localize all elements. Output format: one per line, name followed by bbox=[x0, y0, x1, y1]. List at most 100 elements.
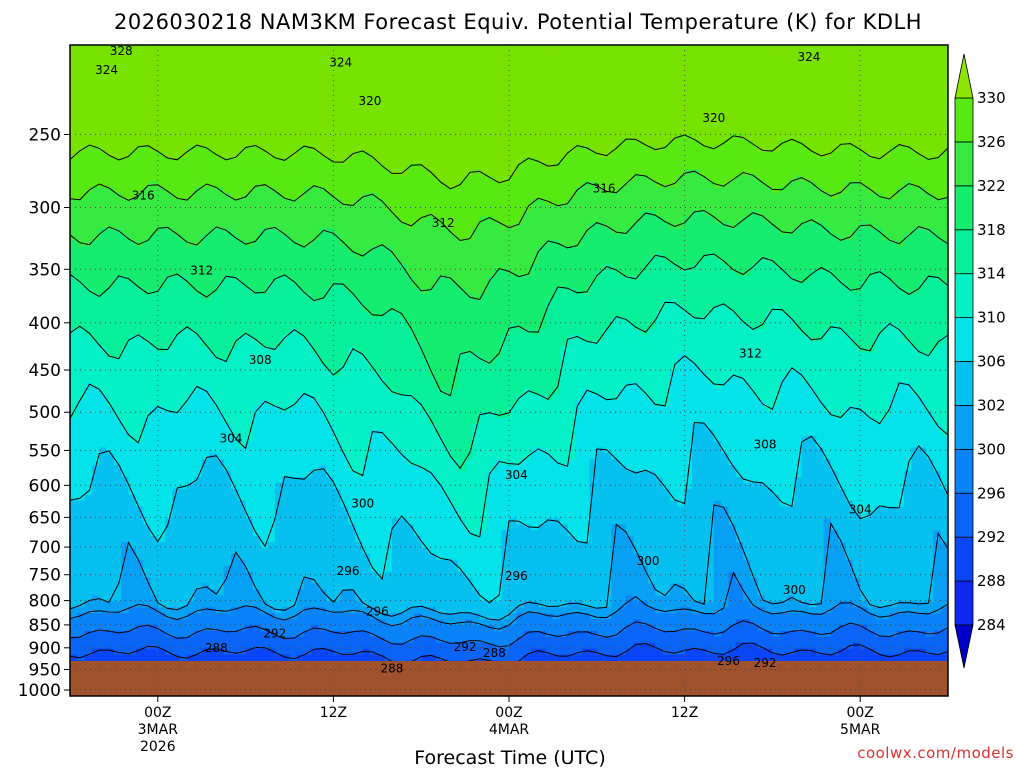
field-cell bbox=[106, 394, 115, 401]
field-cell bbox=[194, 228, 203, 235]
field-cell bbox=[128, 258, 137, 265]
field-cell bbox=[201, 110, 210, 117]
field-cell bbox=[362, 583, 371, 591]
field-cell bbox=[252, 471, 261, 478]
field-cell bbox=[362, 394, 371, 401]
field-cell bbox=[318, 512, 327, 520]
field-cell bbox=[165, 619, 174, 626]
field-cell bbox=[135, 636, 144, 644]
field-cell bbox=[384, 181, 393, 188]
field-cell bbox=[369, 553, 378, 561]
field-cell bbox=[238, 228, 247, 235]
field-cell bbox=[282, 423, 291, 431]
field-cell bbox=[91, 56, 100, 64]
field-cell bbox=[245, 352, 254, 360]
field-cell bbox=[260, 524, 269, 531]
field-cell bbox=[128, 654, 137, 662]
field-cell bbox=[377, 139, 386, 147]
field-cell bbox=[223, 441, 232, 449]
field-cell bbox=[391, 459, 400, 466]
field-cell bbox=[70, 518, 78, 525]
field-cell bbox=[238, 636, 247, 644]
field-cell bbox=[362, 482, 371, 490]
field-cell bbox=[201, 607, 210, 614]
field-cell bbox=[245, 287, 254, 295]
field-cell bbox=[113, 506, 122, 514]
field-cell bbox=[121, 583, 130, 591]
field-cell bbox=[106, 145, 115, 153]
field-cell bbox=[106, 269, 115, 277]
field-cell bbox=[333, 216, 342, 224]
field-cell bbox=[245, 577, 254, 585]
field-cell bbox=[274, 506, 283, 514]
field-cell bbox=[377, 151, 386, 159]
field-cell bbox=[274, 169, 283, 176]
field-cell bbox=[128, 293, 137, 301]
field-cell bbox=[106, 358, 115, 366]
field-cell bbox=[157, 530, 166, 537]
field-cell bbox=[296, 636, 305, 644]
field-cell bbox=[179, 157, 188, 164]
field-cell bbox=[289, 133, 298, 141]
field-cell bbox=[267, 269, 276, 277]
field-cell bbox=[121, 163, 130, 170]
field-cell bbox=[194, 435, 203, 443]
field-cell bbox=[216, 305, 225, 312]
field-cell bbox=[391, 630, 400, 638]
field-cell bbox=[150, 589, 159, 596]
field-cell bbox=[238, 512, 247, 520]
field-cell bbox=[201, 187, 210, 194]
field-cell bbox=[245, 104, 254, 111]
field-cell bbox=[157, 263, 166, 271]
field-cell bbox=[121, 133, 130, 141]
field-cell bbox=[179, 642, 188, 650]
field-cell bbox=[128, 98, 137, 105]
field-cell bbox=[179, 435, 188, 443]
field-cell bbox=[223, 329, 232, 336]
field-cell bbox=[282, 459, 291, 466]
field-cell bbox=[172, 98, 181, 105]
field-cell bbox=[260, 435, 269, 443]
field-cell bbox=[70, 62, 78, 70]
field-cell bbox=[194, 151, 203, 159]
field-cell bbox=[391, 465, 400, 472]
field-cell bbox=[282, 471, 291, 478]
field-cell bbox=[209, 642, 217, 650]
field-cell bbox=[201, 222, 210, 230]
field-cell bbox=[311, 45, 320, 52]
field-cell bbox=[282, 127, 291, 135]
field-cell bbox=[304, 323, 313, 330]
field-cell bbox=[355, 524, 364, 531]
field-cell bbox=[326, 151, 334, 159]
field-cell bbox=[150, 358, 159, 366]
field-cell bbox=[143, 86, 152, 93]
field-cell bbox=[121, 411, 130, 419]
field-cell bbox=[369, 607, 378, 614]
field-cell bbox=[260, 311, 269, 318]
field-cell bbox=[348, 139, 356, 147]
field-cell bbox=[282, 441, 291, 449]
field-cell bbox=[384, 104, 393, 111]
field-cell bbox=[289, 86, 298, 93]
field-cell bbox=[296, 151, 305, 159]
field-cell bbox=[296, 86, 305, 93]
field-cell bbox=[245, 50, 254, 58]
field-cell bbox=[216, 388, 225, 395]
field-cell bbox=[362, 222, 371, 230]
field-cell bbox=[172, 263, 181, 271]
field-cell bbox=[362, 45, 371, 52]
field-cell bbox=[77, 56, 86, 64]
field-cell bbox=[348, 157, 356, 164]
field-cell bbox=[187, 329, 195, 336]
field-cell bbox=[296, 400, 305, 407]
field-cell bbox=[99, 157, 108, 164]
field-cell bbox=[70, 536, 78, 543]
field-cell bbox=[91, 228, 100, 235]
field-cell bbox=[70, 305, 78, 312]
field-cell bbox=[165, 488, 174, 496]
field-cell bbox=[362, 80, 371, 88]
field-cell bbox=[377, 358, 386, 366]
field-cell bbox=[267, 453, 276, 460]
field-cell bbox=[84, 246, 93, 253]
field-cell bbox=[194, 571, 203, 579]
